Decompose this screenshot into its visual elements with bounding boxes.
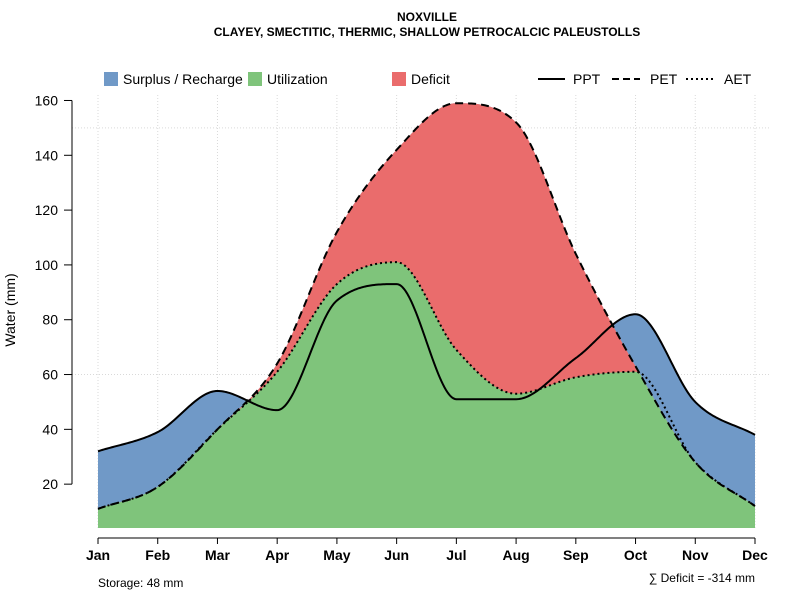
y-tick-label: 80: [42, 312, 58, 328]
utilization-area: [98, 262, 755, 528]
legend-swatch-deficit: [392, 72, 406, 86]
pet-line: [97, 102, 756, 510]
x-tick-label: Nov: [682, 547, 709, 563]
y-tick-label: 40: [42, 421, 58, 437]
x-tick-label: Oct: [624, 547, 648, 563]
deficit-note: ∑ Deficit = -314 mm: [649, 571, 755, 585]
y-tick-label: 140: [35, 147, 59, 163]
y-tick-label: 20: [42, 476, 58, 492]
x-tick-label: Aug: [502, 547, 529, 563]
x-tick-label: May: [323, 547, 350, 563]
legend-label-pet: PET: [650, 71, 678, 87]
y-tick-label: 60: [42, 367, 58, 383]
axes: 20 40 60 80 100 120 140 160 Jan Feb Mar Apr May Jun Ju…: [35, 92, 768, 563]
x-tick-label: Apr: [265, 547, 290, 563]
legend-swatch-utilization: [248, 72, 262, 86]
legend: Surplus / Recharge Utilization Deficit P…: [104, 71, 752, 87]
legend-label-utilization: Utilization: [267, 71, 328, 87]
legend-label-surplus: Surplus / Recharge: [123, 71, 243, 87]
storage-note: Storage: 48 mm: [98, 576, 183, 590]
y-tick-label: 120: [35, 202, 59, 218]
plot-areas: [98, 103, 755, 528]
x-tick-label: Dec: [742, 547, 768, 563]
y-tick-label: 100: [35, 257, 59, 273]
chart-title: NOXVILLE: [397, 10, 457, 24]
legend-label-deficit: Deficit: [411, 71, 450, 87]
legend-label-aet: AET: [724, 71, 752, 87]
y-tick-label: 160: [35, 92, 59, 108]
legend-label-ppt: PPT: [573, 71, 601, 87]
chart-subtitle: CLAYEY, SMECTITIC, THERMIC, SHALLOW PETR…: [214, 25, 640, 39]
x-tick-label: Sep: [563, 547, 589, 563]
x-tick-label: Jan: [86, 547, 110, 563]
x-tick-label: Jul: [446, 547, 466, 563]
legend-swatch-surplus: [104, 72, 118, 86]
plot-lines: [97, 102, 756, 510]
ppt-line: [97, 283, 756, 453]
x-tick-label: Mar: [205, 547, 230, 563]
x-tick-label: Jun: [384, 547, 409, 563]
y-axis-title: Water (mm): [2, 273, 18, 346]
x-tick-label: Feb: [145, 547, 170, 563]
